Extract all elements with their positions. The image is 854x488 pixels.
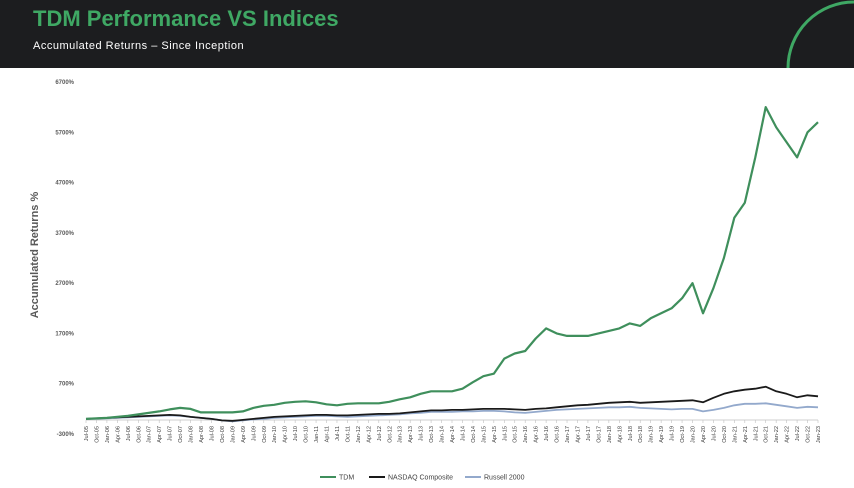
x-tick-label: Oct-10 (304, 426, 310, 443)
x-tick-label: Oct-16 (555, 426, 561, 443)
x-tick-label: Oct-11 (345, 426, 351, 442)
x-tick-label: Oct-18 (638, 426, 644, 443)
x-tick-label: Jul-17 (586, 426, 592, 441)
x-tick-label: Apr-13 (408, 426, 414, 443)
x-tick-label: Jan-22 (774, 426, 780, 443)
series-line-tdm (85, 105, 819, 420)
decorative-arc (786, 0, 854, 68)
y-tick-label: 1700% (55, 331, 74, 337)
x-tick-label: Oct-08 (220, 426, 226, 443)
x-tick-label: Jan-09 (230, 426, 236, 443)
x-tick-label: Apr-11 (325, 426, 331, 442)
legend-label: TDM (339, 475, 354, 482)
legend-item: NASDAQ Composite (369, 475, 453, 482)
x-tick-label: Jan-06 (105, 426, 111, 443)
legend-label: NASDAQ Composite (388, 475, 453, 482)
x-tick-label: Oct-09 (262, 426, 268, 443)
page-subtitle: Accumulated Returns – Since Inception (33, 40, 245, 52)
x-tick-label: Jul-10 (293, 426, 299, 441)
legend-item: TDM (320, 475, 354, 482)
y-tick-label: 2700% (55, 281, 74, 287)
x-tick-label: Jan-15 (481, 426, 487, 443)
x-tick-label: Jul-05 (84, 426, 90, 441)
x-tick-label: Apr-14 (450, 426, 456, 443)
x-tick-label: Jul-11 (335, 426, 341, 441)
x-tick-label: Apr-17 (575, 426, 581, 443)
x-tick-label: Apr-22 (785, 426, 791, 443)
x-tick-label: Apr-18 (617, 426, 623, 443)
x-tick-label: Apr-20 (701, 426, 707, 443)
header-banner: TDM Performance VS Indices Accumulated R… (0, 0, 854, 68)
returns-line-chart: -300%700%1700%2700%3700%4700%5700%6700% … (29, 80, 822, 482)
x-tick-label: Oct-05 (94, 426, 100, 443)
x-tick-label: Oct-15 (513, 426, 519, 443)
x-tick-label: Jul-16 (544, 426, 550, 441)
x-tick-label: Oct-13 (429, 426, 435, 443)
x-tick-label: Jul-08 (209, 426, 215, 441)
x-tick-label: Oct-14 (471, 426, 477, 443)
y-tick-label: 4700% (55, 181, 74, 187)
x-axis: Jul-05 Oct-05 Jan-06 Apr-06 Jul-06 Oct-06 Jan-… (84, 419, 822, 443)
x-tick-label: Oct-17 (596, 426, 602, 443)
y-tick-label: 6700% (55, 80, 74, 86)
series-line-russell-2000 (85, 402, 819, 423)
x-tick-label: Jul-22 (795, 426, 801, 441)
x-tick-label: Jan-13 (398, 426, 404, 443)
x-tick-label: Apr-12 (366, 426, 372, 443)
x-tick-label: Jul-20 (711, 426, 717, 441)
x-tick-label: Jul-21 (753, 426, 759, 441)
page-title: TDM Performance VS Indices (33, 6, 339, 31)
x-tick-label: Apr-09 (241, 426, 247, 443)
x-tick-label: Apr-06 (115, 426, 121, 443)
x-tick-label: Jan-18 (607, 426, 613, 443)
x-tick-label: Jul-06 (126, 426, 132, 441)
x-tick-label: Jan-08 (189, 426, 195, 443)
x-tick-label: Jul-18 (628, 426, 634, 441)
y-axis: -300% 700% 1700% 2700% 3700% 4700% 5700% 6700% (55, 80, 74, 438)
x-tick-label: Apr-08 (199, 426, 205, 443)
x-tick-label: Jul-15 (502, 426, 508, 441)
x-tick-label: Jul-19 (670, 426, 676, 441)
x-tick-label: Oct-07 (178, 426, 184, 443)
x-tick-label: Oct-12 (387, 426, 393, 443)
x-tick-label: Jan-14 (440, 426, 446, 443)
x-tick-label: Jan-21 (732, 426, 738, 443)
x-tick-label: Oct-06 (136, 426, 142, 443)
y-tick-label: -300% (57, 432, 75, 438)
x-tick-label: Oct-19 (680, 426, 686, 443)
x-tick-label: Oct-21 (764, 426, 770, 443)
x-tick-label: Apr-10 (283, 426, 289, 443)
y-axis-label: Accumulated Returns % (29, 192, 41, 319)
x-tick-label: Jan-19 (649, 426, 655, 443)
y-tick-label: 700% (59, 382, 75, 388)
x-tick-label: Jan-20 (691, 426, 697, 443)
x-tick-label: Jul-14 (460, 426, 466, 441)
legend-item: Russell 2000 (465, 475, 525, 482)
x-tick-label: Apr-21 (743, 426, 749, 443)
x-tick-label: Jan-11 (314, 426, 320, 443)
x-tick-label: Jul-13 (419, 426, 425, 441)
x-tick-label: Jul-09 (251, 426, 257, 441)
x-tick-label: Oct-22 (806, 426, 812, 443)
series-lines (85, 105, 819, 423)
x-tick-label: Jan-23 (816, 426, 822, 443)
legend-label: Russell 2000 (484, 475, 525, 482)
x-tick-label: Jan-16 (523, 426, 529, 443)
x-tick-label: Apr-07 (157, 426, 163, 443)
x-tick-label: Apr-15 (492, 426, 498, 443)
x-tick-label: Jan-07 (147, 426, 153, 443)
x-tick-label: Jan-12 (356, 426, 362, 443)
x-tick-label: Jul-07 (168, 426, 174, 441)
y-tick-label: 5700% (55, 130, 74, 136)
x-tick-label: Jul-12 (377, 426, 383, 441)
y-tick-label: 3700% (55, 231, 74, 237)
x-tick-label: Jan-17 (565, 426, 571, 443)
series-line-nasdaq-composite (85, 385, 819, 422)
x-tick-label: Jan-10 (272, 426, 278, 443)
legend: TDM NASDAQ Composite Russell 2000 (320, 475, 525, 482)
x-tick-label: Apr-16 (534, 426, 540, 443)
x-tick-label: Apr-19 (659, 426, 665, 443)
x-tick-label: Oct-20 (722, 426, 728, 443)
